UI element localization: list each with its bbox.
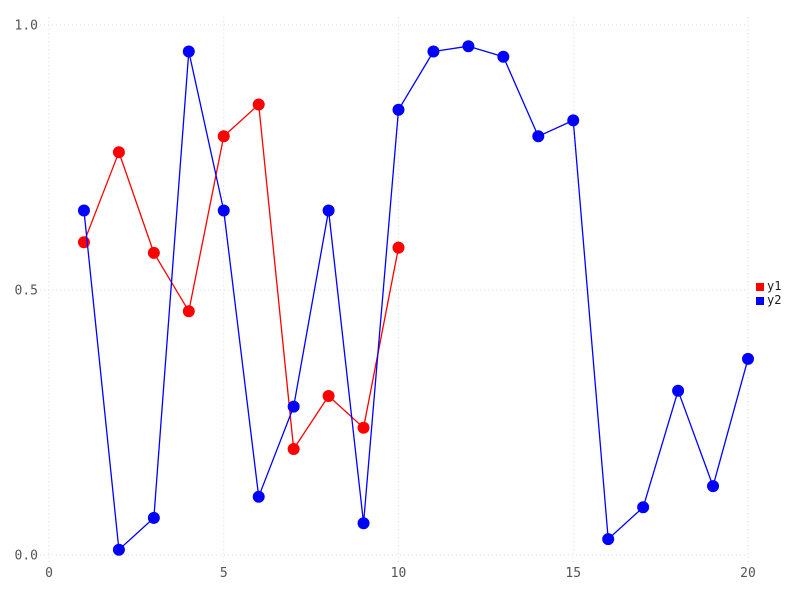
data-point-y1 xyxy=(357,421,370,434)
data-point-y2 xyxy=(112,543,125,556)
y-tick-label: 1.0 xyxy=(15,19,38,34)
data-point-y2 xyxy=(462,40,475,53)
y-tick-label: 0.5 xyxy=(15,284,38,299)
series-line-y1 xyxy=(83,103,400,450)
legend-swatch-y1 xyxy=(756,282,764,291)
x-tick-label: 20 xyxy=(740,566,756,581)
data-point-y2 xyxy=(147,511,160,524)
data-point-y2 xyxy=(322,204,335,217)
data-point-y1 xyxy=(392,241,405,254)
data-point-y2 xyxy=(427,45,440,58)
data-point-y2 xyxy=(532,130,545,143)
data-point-y1 xyxy=(322,390,335,402)
legend: y1 y2 xyxy=(756,280,781,307)
data-point-y1 xyxy=(287,443,300,455)
data-point-y2 xyxy=(252,490,265,503)
legend-label: y2 xyxy=(767,293,782,307)
data-point-y2 xyxy=(357,517,370,530)
data-point-y2 xyxy=(182,45,195,58)
data-point-y1 xyxy=(217,130,230,143)
data-point-y1 xyxy=(112,146,125,159)
data-point-y2 xyxy=(77,204,90,217)
data-point-y2 xyxy=(392,103,405,116)
y-tick-label: 0.0 xyxy=(15,549,38,564)
data-point-y1 xyxy=(252,98,265,111)
data-point-y2 xyxy=(497,50,510,63)
data-point-y2 xyxy=(217,204,230,217)
data-point-y2 xyxy=(707,480,720,493)
x-tick-label: 15 xyxy=(565,566,581,581)
legend-item-y1: y1 xyxy=(756,280,781,293)
data-point-y2 xyxy=(672,384,685,397)
x-tick-label: 0 xyxy=(45,566,53,581)
legend-swatch-y2 xyxy=(756,296,764,305)
x-tick-label: 10 xyxy=(391,566,407,581)
data-point-y2 xyxy=(742,352,754,365)
data-point-y2 xyxy=(602,533,615,546)
series-line-y2 xyxy=(83,45,749,551)
legend-item-y2: y2 xyxy=(756,294,781,307)
data-point-y2 xyxy=(637,501,650,514)
data-point-y2 xyxy=(567,114,580,127)
x-tick-label: 5 xyxy=(220,566,228,581)
legend-label: y1 xyxy=(767,279,782,293)
data-point-y1 xyxy=(182,305,195,318)
data-point-y2 xyxy=(287,400,300,413)
data-point-y1 xyxy=(147,246,160,259)
